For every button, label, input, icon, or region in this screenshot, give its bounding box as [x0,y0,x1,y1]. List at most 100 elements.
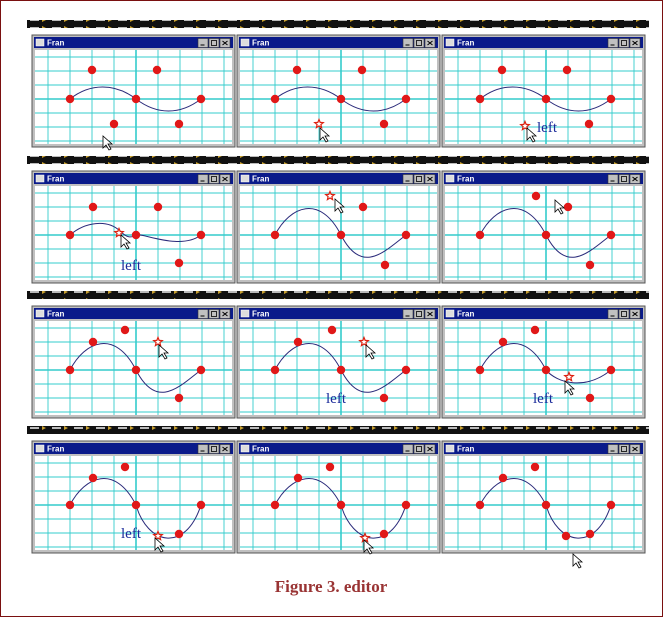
control-point [542,231,550,239]
control-point [476,501,484,509]
app-window: Fran [442,171,645,283]
window-button [209,310,219,319]
control-point [337,231,345,239]
control-point [499,474,507,482]
canvas: left [240,321,437,415]
window-button [619,39,629,48]
canvas [240,456,437,554]
action-label: left [326,391,347,407]
window-button [403,445,413,454]
control-point [121,326,129,334]
window-button [198,310,208,319]
control-point [476,95,484,103]
app-window: Fran [442,441,645,568]
window-title: Fran [47,39,64,48]
window-icon [241,175,249,182]
window-title: Fran [457,445,474,454]
window-button [414,175,424,184]
control-point [380,394,388,402]
window-icon [446,445,454,452]
control-point [89,203,97,211]
caption: Figure 3. editor [275,577,388,596]
page: FranFranFranleftFranleftFranFranFranFran… [0,0,663,617]
control-point [271,231,279,239]
control-point [88,66,96,74]
control-point [542,95,550,103]
control-point [562,532,570,540]
window-icon [36,175,44,182]
window-button [403,310,413,319]
window-icon [446,175,454,182]
control-point [607,95,615,103]
control-point [531,463,539,471]
control-point [337,501,345,509]
control-point [154,203,162,211]
app-window: Fran [32,306,235,418]
canvas: left [35,456,232,552]
control-point [271,95,279,103]
control-point [132,501,140,509]
action-label: left [121,526,142,542]
control-point [89,474,97,482]
control-point [175,530,183,538]
control-point [175,259,183,267]
canvas [445,186,642,280]
window-icon [36,39,44,46]
control-point [132,95,140,103]
window-button [619,310,629,319]
control-point [380,530,388,538]
window-title: Fran [252,445,269,454]
window-button [608,175,618,184]
control-point [402,501,410,509]
canvas [35,50,232,150]
control-point [110,120,118,128]
window-button [198,175,208,184]
app-window: Fran [237,35,440,147]
window-button [209,39,219,48]
control-point [585,120,593,128]
window-button [608,39,618,48]
window-button [198,39,208,48]
window-button [619,445,629,454]
control-point [175,394,183,402]
control-point [337,95,345,103]
control-point [542,366,550,374]
control-point [532,192,540,200]
window-icon [446,39,454,46]
control-point [586,261,594,269]
control-point [564,203,572,211]
app-window: Fran [237,171,440,283]
window-title: Fran [457,39,474,48]
window-title: Fran [47,445,64,454]
window-icon [241,39,249,46]
window-icon [36,445,44,452]
window-button [619,175,629,184]
control-point [607,501,615,509]
control-point [531,326,539,334]
canvas [240,186,437,280]
window-button [403,39,413,48]
control-point [337,366,345,374]
window-button [209,175,219,184]
window-icon [241,310,249,317]
control-point [294,338,302,346]
window-icon [446,310,454,317]
control-point [326,463,334,471]
window-button [608,310,618,319]
control-point [293,66,301,74]
control-point [358,66,366,74]
action-label: left [121,258,142,274]
control-point [271,366,279,374]
window-icon [36,310,44,317]
control-point [153,66,161,74]
app-window: Franleft [237,306,440,418]
window-icon [241,445,249,452]
canvas: left [445,321,642,415]
control-point [197,366,205,374]
film-strip [27,426,649,434]
control-point [402,231,410,239]
action-label: left [533,391,554,407]
app-window: Fran left [32,441,235,553]
window-button [414,39,424,48]
